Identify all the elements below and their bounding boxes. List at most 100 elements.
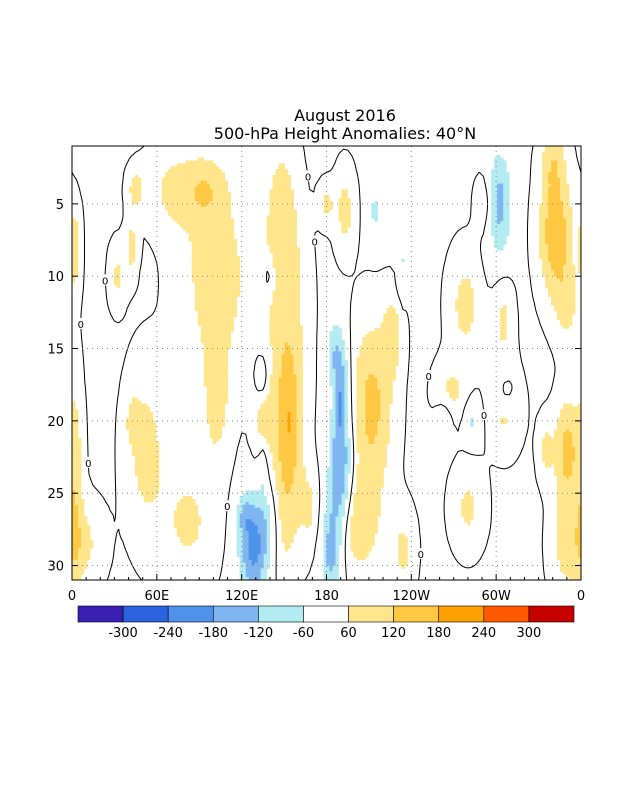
anomaly-cell <box>221 302 226 306</box>
anomaly-cell <box>215 195 220 199</box>
anomaly-cell <box>74 241 79 245</box>
anomaly-cell <box>188 169 193 173</box>
anomaly-cell <box>293 258 297 263</box>
anomaly-cell <box>131 200 136 205</box>
anomaly-cell <box>368 429 372 433</box>
anomaly-cell <box>164 192 169 196</box>
anomaly-cell <box>341 380 345 384</box>
anomaly-cell <box>362 368 366 373</box>
anomaly-cell <box>329 339 333 344</box>
anomaly-cell <box>344 215 348 219</box>
anomaly-cell <box>335 409 339 413</box>
anomaly-cell <box>329 203 333 208</box>
anomaly-cell <box>224 322 229 326</box>
anomaly-cell <box>215 247 220 251</box>
anomaly-cell <box>548 446 552 451</box>
anomaly-cell <box>281 331 285 335</box>
anomaly-cell <box>206 299 211 303</box>
anomaly-cell <box>143 412 148 416</box>
anomaly-cell <box>365 478 369 483</box>
anomaly-cell <box>566 444 570 448</box>
anomaly-cell <box>365 446 369 451</box>
anomaly-cell <box>356 391 360 396</box>
anomaly-cell <box>335 412 339 416</box>
anomaly-cell <box>182 166 187 170</box>
anomaly-cell <box>290 255 294 260</box>
anomaly-cell <box>368 334 372 338</box>
anomaly-cell <box>329 449 333 454</box>
anomaly-cell <box>152 438 157 442</box>
anomaly-cell <box>554 209 558 213</box>
anomaly-cell <box>371 435 375 439</box>
anomaly-cell <box>170 186 175 190</box>
anomaly-cell <box>194 296 199 300</box>
anomaly-cell <box>215 238 220 242</box>
anomaly-cell <box>569 426 573 430</box>
anomaly-cell <box>227 206 232 211</box>
anomaly-cell <box>368 464 372 468</box>
anomaly-cell <box>218 276 223 280</box>
anomaly-cell <box>131 255 136 260</box>
anomaly-cell <box>188 163 193 167</box>
anomaly-cell <box>377 360 381 364</box>
anomaly-cell <box>131 186 136 190</box>
anomaly-cell <box>356 464 360 468</box>
anomaly-cell <box>281 394 285 399</box>
anomaly-cell <box>449 391 453 396</box>
anomaly-cell <box>359 389 363 393</box>
anomaly-cell <box>131 244 136 248</box>
anomaly-cell <box>275 377 279 381</box>
anomaly-cell <box>191 163 196 167</box>
anomaly-cell <box>386 400 390 404</box>
anomaly-cell <box>194 195 199 199</box>
anomaly-cell <box>176 215 181 219</box>
anomaly-cell <box>380 441 384 445</box>
anomaly-cell <box>551 452 555 456</box>
anomaly-cell <box>188 218 193 222</box>
anomaly-cell <box>72 470 76 474</box>
anomaly-cell <box>287 310 291 315</box>
anomaly-cell <box>281 357 285 361</box>
anomaly-cell <box>128 261 133 266</box>
anomaly-cell <box>134 452 139 456</box>
anomaly-cell <box>200 203 205 208</box>
anomaly-cell <box>269 322 273 326</box>
anomaly-cell <box>539 232 543 237</box>
anomaly-cell <box>215 227 220 231</box>
anomaly-cell <box>551 449 555 454</box>
anomaly-cell <box>218 348 223 352</box>
anomaly-cell <box>284 284 288 289</box>
anomaly-cell <box>221 209 226 213</box>
anomaly-cell <box>560 446 564 451</box>
anomaly-cell <box>209 276 214 280</box>
anomaly-cell <box>368 458 372 462</box>
anomaly-cell <box>362 467 366 471</box>
anomaly-cell <box>506 229 510 234</box>
anomaly-cell <box>296 316 300 320</box>
anomaly-cell <box>146 478 151 483</box>
anomaly-cell <box>221 406 226 410</box>
anomaly-cell <box>356 470 360 474</box>
anomaly-cell <box>338 415 342 419</box>
anomaly-cell <box>296 478 300 483</box>
anomaly-cell <box>215 360 220 364</box>
anomaly-cell <box>344 409 348 413</box>
anomaly-cell <box>72 415 76 419</box>
anomaly-cell <box>116 273 121 277</box>
anomaly-cell <box>281 290 285 294</box>
anomaly-cell <box>293 449 297 454</box>
anomaly-cell <box>332 429 336 433</box>
anomaly-cell <box>563 177 567 182</box>
anomaly-cell <box>209 380 214 384</box>
anomaly-cell <box>299 325 303 329</box>
anomaly-cell <box>344 200 348 205</box>
anomaly-cell <box>278 273 282 277</box>
anomaly-cell <box>221 206 226 211</box>
anomaly-cell <box>338 429 342 433</box>
anomaly-cell <box>272 446 276 451</box>
anomaly-cell <box>470 319 474 323</box>
anomaly-cell <box>563 310 567 315</box>
anomaly-cell <box>224 397 229 402</box>
anomaly-cell <box>356 394 360 399</box>
anomaly-cell <box>362 383 366 387</box>
